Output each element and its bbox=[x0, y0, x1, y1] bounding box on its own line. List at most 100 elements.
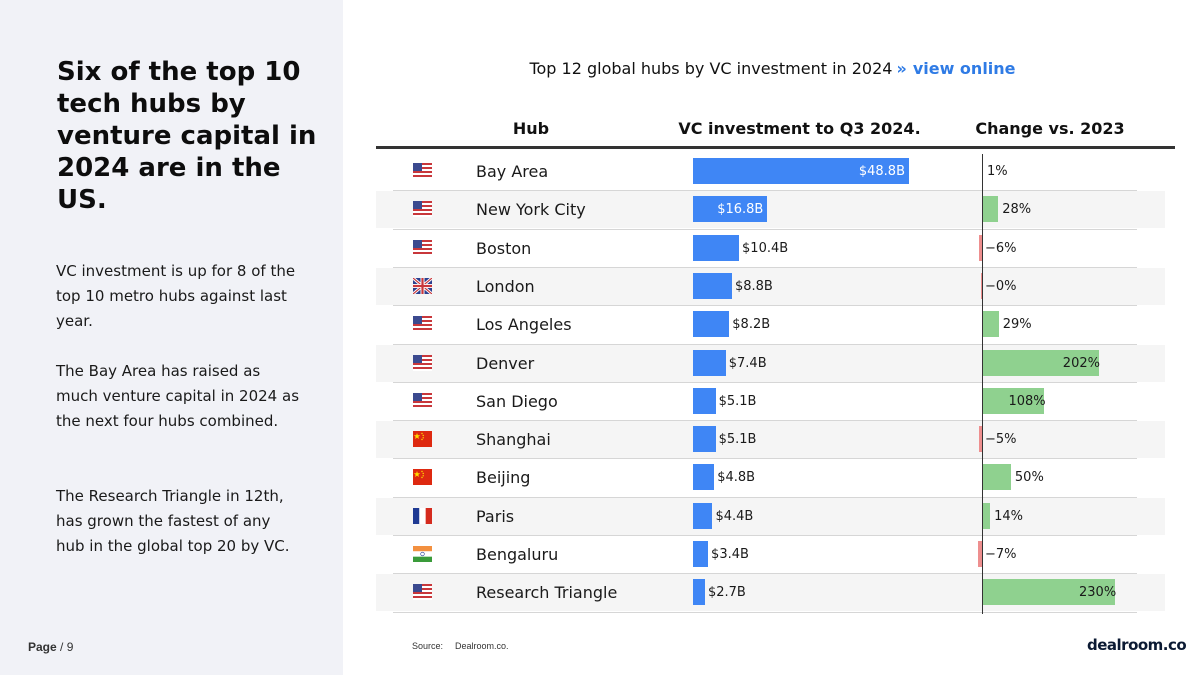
change-bar-research-triangle bbox=[982, 579, 1115, 606]
row-divider bbox=[393, 228, 1137, 230]
header-rule bbox=[376, 146, 1175, 149]
vc-label-san-diego: $5.1B bbox=[718, 393, 757, 409]
france-flag-icon bbox=[413, 507, 432, 524]
change-bar-shanghai bbox=[979, 426, 982, 453]
vc-label-research-triangle: $2.7B bbox=[707, 585, 746, 601]
vc-label-paris: $4.4B bbox=[715, 508, 754, 524]
hub-name-los-angeles: Los Angeles bbox=[476, 315, 572, 335]
hub-name-boston: Boston bbox=[476, 238, 532, 258]
column-header-hub: Hub bbox=[512, 119, 550, 138]
page-label: Page bbox=[28, 640, 57, 654]
change-label-bay-area: 1% bbox=[987, 164, 1008, 179]
vc-bar-bengaluru bbox=[693, 541, 709, 567]
row-divider bbox=[393, 266, 1137, 268]
vc-bar-research-triangle bbox=[693, 579, 705, 606]
row-divider bbox=[393, 496, 1137, 498]
paragraph-1: VC investment is up for 8 of the top 10 … bbox=[56, 262, 296, 330]
hub-name-bengaluru: Bengaluru bbox=[476, 545, 559, 564]
row-divider bbox=[393, 458, 1137, 460]
vc-label-bay-area: $48.8B bbox=[858, 164, 905, 179]
vc-bar-shanghai bbox=[693, 426, 716, 453]
hub-name-shanghai: Shanghai bbox=[476, 430, 551, 450]
side-panel: Six of the top 10 tech hubs by venture c… bbox=[0, 0, 343, 675]
vc-bar-bay-area bbox=[693, 158, 909, 184]
row-divider bbox=[393, 343, 1137, 345]
china-flag-icon bbox=[413, 469, 432, 486]
hub-name-beijing: Beijing bbox=[476, 468, 531, 488]
table-row bbox=[376, 421, 1165, 459]
row-divider bbox=[393, 190, 1137, 192]
hub-name-london: London bbox=[476, 276, 535, 296]
vc-label-beijing: $4.8B bbox=[717, 470, 756, 486]
change-bar-denver bbox=[982, 349, 1099, 376]
us-flag-icon bbox=[413, 584, 432, 601]
vc-label-bengaluru: $3.4B bbox=[711, 547, 749, 562]
column-header-vc-investment: VC investment to Q3 2024. bbox=[678, 119, 921, 138]
change-label-boston: −6% bbox=[985, 240, 1017, 256]
paragraph-2: The Bay Area has raised as much venture … bbox=[56, 362, 300, 430]
chart-title-text: Top 12 global hubs by VC investment in 2… bbox=[529, 59, 893, 78]
hub-name-denver: Denver bbox=[476, 353, 535, 373]
change-bar-beijing bbox=[982, 464, 1011, 491]
vc-label-los-angeles: $8.2B bbox=[732, 317, 771, 333]
vc-bar-san-diego bbox=[693, 387, 716, 414]
china-flag-icon bbox=[413, 431, 432, 448]
hub-name-san-diego: San Diego bbox=[476, 391, 558, 411]
source-label: Source: bbox=[412, 641, 444, 651]
vc-label-shanghai: $5.1B bbox=[718, 432, 757, 448]
row-divider bbox=[393, 381, 1137, 383]
table-row bbox=[376, 497, 1165, 535]
us-flag-icon bbox=[413, 392, 432, 409]
hub-name-new-york-city: New York City bbox=[476, 200, 586, 220]
change-label-research-triangle: 230% bbox=[1079, 585, 1117, 601]
vc-label-new-york-city: $16.8B bbox=[717, 202, 764, 218]
change-label-beijing: 50% bbox=[1014, 470, 1044, 486]
vc-bar-denver bbox=[693, 349, 726, 376]
column-header-change: Change vs. 2023 bbox=[975, 119, 1125, 138]
india-flag-icon bbox=[413, 546, 432, 562]
vc-bar-boston bbox=[693, 234, 740, 261]
change-label-san-diego: 108% bbox=[1008, 393, 1046, 409]
vc-bar-los-angeles bbox=[693, 311, 730, 338]
vc-label-boston: $10.4B bbox=[742, 240, 789, 256]
vc-label-denver: $7.4B bbox=[728, 355, 767, 371]
change-label-new-york-city: 28% bbox=[1002, 202, 1032, 218]
hub-name-bay-area: Bay Area bbox=[476, 162, 549, 181]
us-flag-icon bbox=[413, 163, 432, 179]
row-divider bbox=[393, 573, 1137, 575]
view-online-link[interactable]: view online bbox=[912, 59, 1016, 78]
headline: Six of the top 10 tech hubs by venture c… bbox=[57, 57, 317, 215]
source-value: Dealroom.co. bbox=[455, 641, 509, 651]
us-flag-icon bbox=[413, 239, 432, 256]
page-number: Page / 9 bbox=[28, 640, 73, 654]
change-label-bengaluru: −7% bbox=[985, 547, 1017, 562]
table-row bbox=[376, 267, 1165, 305]
change-bar-london bbox=[981, 272, 982, 299]
change-bar-new-york-city bbox=[982, 196, 999, 223]
row-divider bbox=[393, 305, 1137, 307]
change-bar-los-angeles bbox=[982, 311, 999, 338]
change-bar-boston bbox=[978, 234, 982, 261]
change-bar-paris bbox=[982, 502, 991, 529]
change-bar-san-diego bbox=[982, 387, 1045, 414]
row-divider bbox=[393, 535, 1137, 536]
table-row bbox=[376, 191, 1165, 229]
change-bar-bengaluru bbox=[977, 541, 982, 567]
vc-label-london: $8.8B bbox=[734, 278, 773, 294]
vc-bar-new-york-city bbox=[693, 196, 768, 223]
vc-bar-beijing bbox=[693, 464, 715, 491]
vc-bar-paris bbox=[693, 502, 713, 529]
chevron-double-right-icon: » bbox=[896, 59, 907, 78]
hub-name-research-triangle: Research Triangle bbox=[476, 583, 618, 603]
change-label-london: −0% bbox=[985, 278, 1017, 294]
vc-bar-london bbox=[693, 272, 732, 299]
dealroom-logo: dealroom.co bbox=[1087, 636, 1187, 654]
page-count: / 9 bbox=[60, 640, 74, 654]
chart-title: Top 12 global hubs by VC investment in 2… bbox=[400, 54, 1145, 104]
us-flag-icon bbox=[413, 316, 432, 333]
paragraph-3: The Research Triangle in 12th, has grown… bbox=[56, 487, 290, 555]
change-label-los-angeles: 29% bbox=[1002, 317, 1032, 333]
us-flag-icon bbox=[413, 201, 432, 218]
change-label-shanghai: −5% bbox=[985, 432, 1017, 448]
hub-name-paris: Paris bbox=[476, 506, 515, 526]
